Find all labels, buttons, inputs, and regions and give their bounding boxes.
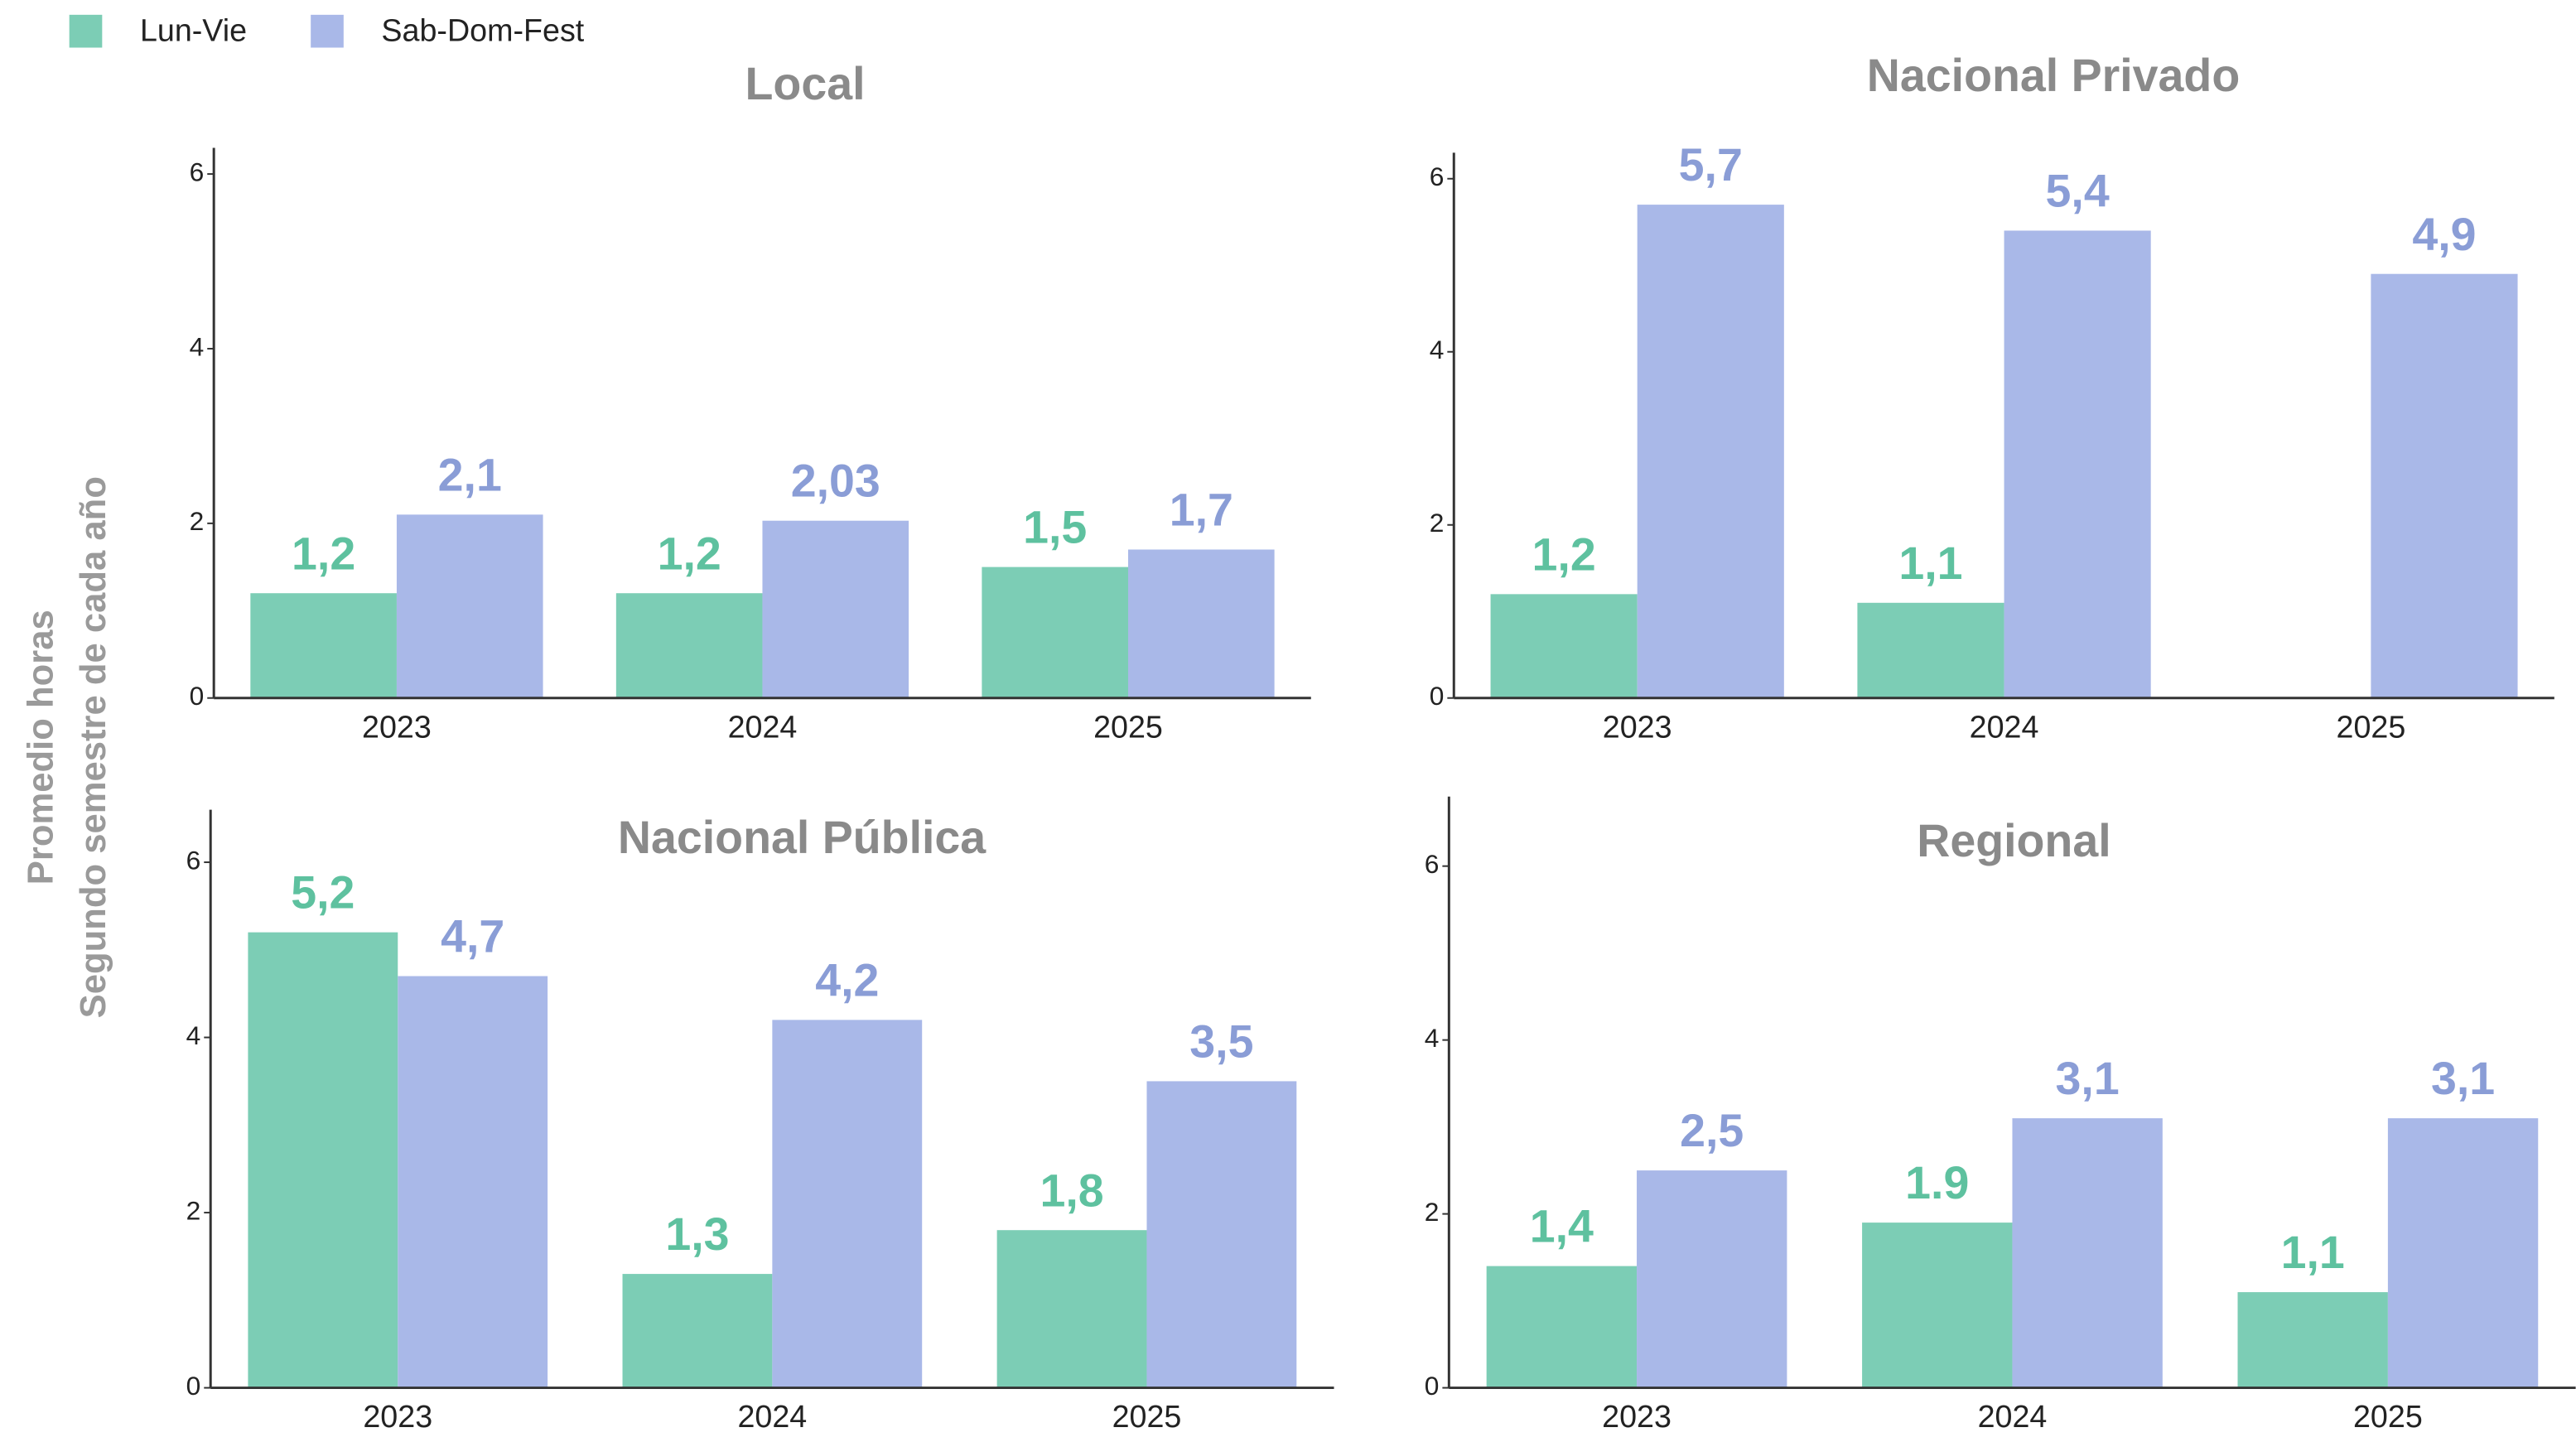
y-tick-label: 0: [1430, 681, 1445, 711]
y-tick-label: 0: [186, 1371, 201, 1401]
x-tick-label: 2023: [363, 1399, 432, 1434]
bar: [1637, 205, 1784, 698]
value-label: 1,4: [1530, 1201, 1594, 1252]
x-tick-label: 2023: [1602, 1399, 1672, 1434]
value-label: 4,9: [2412, 209, 2476, 260]
bar: [1637, 1170, 1787, 1388]
legend-label: Lun-Vie: [140, 13, 247, 48]
y-tick-label: 6: [186, 845, 201, 875]
x-tick-label: 2024: [737, 1399, 807, 1434]
value-label: 4,2: [815, 954, 879, 1006]
y-tick-label: 6: [1425, 849, 1440, 879]
bar: [2387, 1118, 2539, 1388]
value-label: 2,5: [1680, 1105, 1744, 1156]
y-tick-label: 0: [1425, 1371, 1440, 1401]
bar: [622, 1274, 773, 1388]
bar: [398, 976, 548, 1388]
bar: [1862, 1223, 2013, 1388]
bar: [1146, 1081, 1297, 1388]
x-tick-label: 2025: [2353, 1399, 2423, 1434]
bar: [250, 593, 397, 698]
value-label: 1.9: [1905, 1157, 1969, 1208]
bar: [772, 1020, 923, 1388]
x-tick-label: 2024: [728, 709, 798, 744]
value-label: 1,2: [1532, 528, 1596, 580]
y-tick-label: 2: [190, 506, 205, 536]
bar: [996, 1230, 1147, 1388]
bar: [1486, 1266, 1638, 1388]
y-tick-label: 6: [190, 157, 205, 186]
value-label: 1,1: [2281, 1227, 2345, 1278]
bar: [248, 932, 398, 1388]
y-tick-label: 4: [1430, 335, 1445, 364]
chart-title: Local: [745, 58, 866, 109]
x-tick-label: 2024: [1978, 1399, 2048, 1434]
value-label: 1,2: [658, 528, 721, 579]
value-label: 1,5: [1023, 502, 1087, 553]
bar: [1857, 602, 2004, 698]
y-tick-label: 0: [190, 681, 205, 711]
chart-title: Regional: [1917, 815, 2110, 866]
x-tick-label: 2025: [1112, 1399, 1182, 1434]
value-label: 1,7: [1170, 485, 1233, 536]
x-tick-label: 2025: [1093, 709, 1163, 744]
bar: [1490, 594, 1638, 698]
bar: [1127, 549, 1275, 698]
value-label: 5,7: [1679, 139, 1743, 190]
value-label: 3,1: [2431, 1053, 2495, 1104]
x-tick-label: 2023: [362, 709, 432, 744]
y-tick-label: 4: [1425, 1023, 1440, 1053]
bar: [2004, 230, 2151, 698]
y-axis-label: Promedio horas: [21, 610, 60, 885]
bar: [762, 520, 909, 698]
value-label: 2,03: [791, 456, 880, 507]
bar: [982, 567, 1128, 698]
value-label: 2,1: [438, 449, 502, 500]
y-tick-label: 2: [186, 1195, 201, 1225]
value-label: 1,8: [1040, 1165, 1103, 1216]
bar: [615, 593, 763, 698]
y-tick-label: 2: [1425, 1197, 1440, 1227]
value-label: 5,4: [2046, 166, 2110, 217]
value-label: 3,1: [2056, 1053, 2120, 1104]
value-label: 1,2: [292, 528, 355, 579]
bar: [2371, 273, 2518, 698]
value-label: 4,7: [441, 911, 504, 962]
value-label: 1,1: [1898, 538, 1962, 589]
chart-title: Nacional Pública: [618, 812, 987, 863]
value-label: 5,2: [291, 867, 355, 919]
legend-swatch: [311, 14, 344, 48]
legend-swatch: [69, 14, 103, 48]
y-tick-label: 4: [186, 1020, 201, 1050]
bar: [396, 514, 543, 698]
chart-title: Nacional Privado: [1867, 50, 2240, 101]
x-tick-label: 2024: [1970, 709, 2039, 744]
x-tick-label: 2023: [1603, 709, 1672, 744]
value-label: 1,3: [665, 1208, 729, 1260]
y-tick-label: 2: [1430, 508, 1445, 538]
legend-label: Sab-Dom-Fest: [381, 13, 584, 48]
y-axis-label: Segundo semestre de cada año: [74, 476, 113, 1018]
bar: [2012, 1118, 2163, 1388]
y-tick-label: 4: [190, 331, 205, 361]
x-tick-label: 2025: [2337, 709, 2406, 744]
y-tick-label: 6: [1430, 162, 1445, 191]
bar: [2237, 1292, 2388, 1388]
value-label: 3,5: [1189, 1015, 1253, 1067]
